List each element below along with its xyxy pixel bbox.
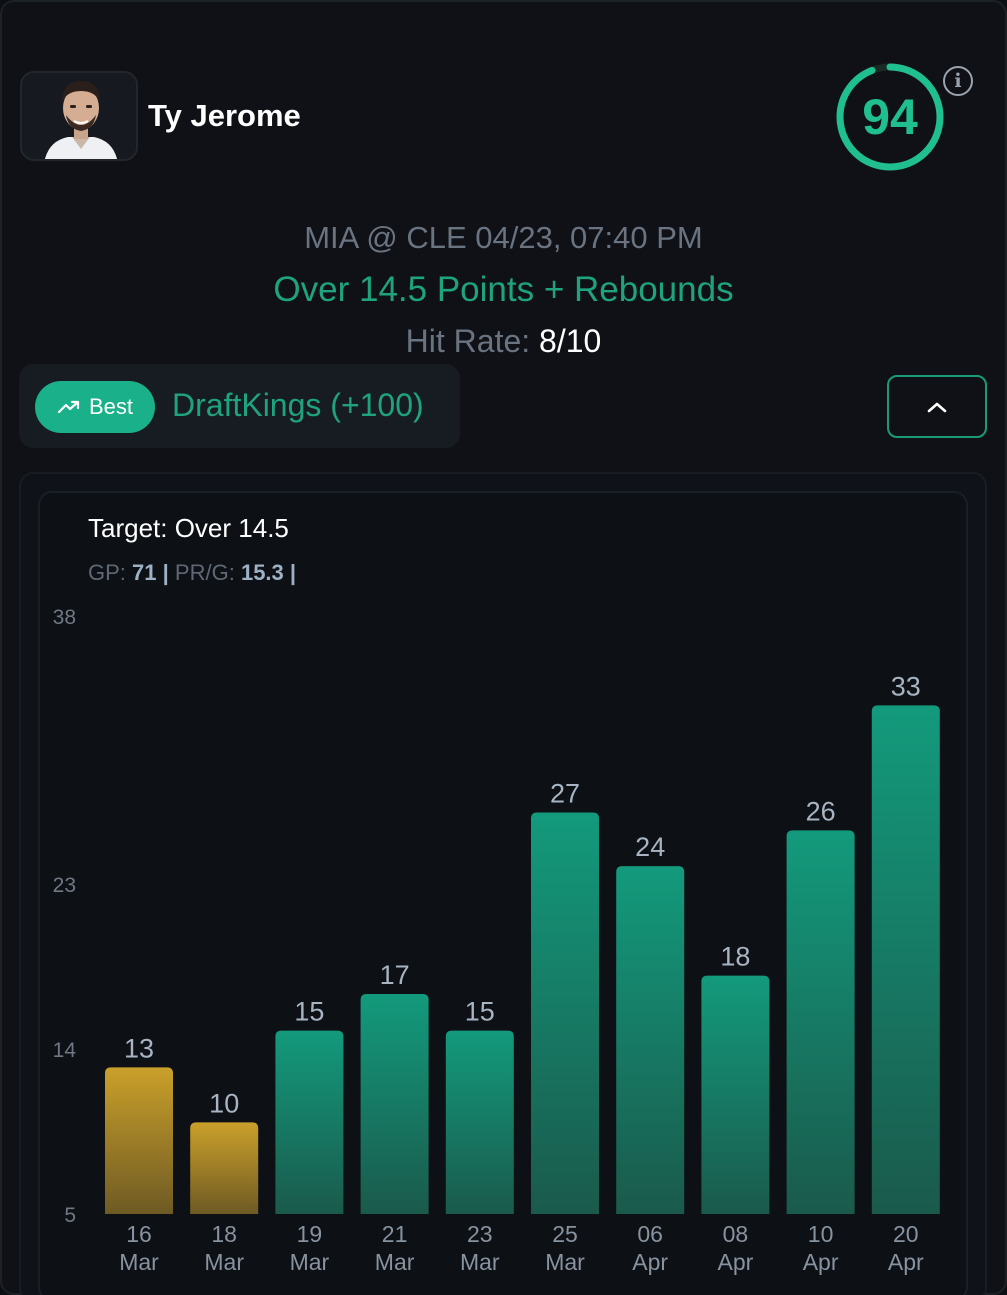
bar-value-label: 10 bbox=[209, 1088, 239, 1118]
x-tick-day: 10 bbox=[808, 1221, 834, 1247]
x-tick-month: Mar bbox=[119, 1249, 159, 1275]
y-tick-label: 38 bbox=[53, 606, 76, 629]
x-tick-day: 16 bbox=[126, 1221, 152, 1247]
x-tick-day: 06 bbox=[637, 1221, 663, 1247]
bar[interactable] bbox=[275, 1030, 344, 1214]
x-tick-day: 20 bbox=[893, 1221, 919, 1247]
y-tick-label: 14 bbox=[53, 1039, 77, 1062]
info-icon[interactable]: i bbox=[943, 66, 973, 96]
x-tick-day: 08 bbox=[723, 1221, 749, 1247]
y-tick-label: 23 bbox=[53, 874, 76, 897]
score-ring bbox=[836, 63, 944, 171]
x-tick-day: 21 bbox=[382, 1221, 408, 1247]
player-avatar bbox=[20, 71, 138, 161]
score-value: 94 bbox=[862, 89, 918, 145]
target-label: Target: Over 14.5 bbox=[88, 513, 289, 543]
x-tick-month: Mar bbox=[460, 1249, 500, 1275]
x-tick-month: Apr bbox=[803, 1249, 839, 1275]
bar-value-label: 15 bbox=[294, 997, 324, 1027]
x-tick-month: Mar bbox=[545, 1249, 585, 1275]
gp-value: 71 bbox=[132, 560, 157, 585]
hit-rate-value: 8/10 bbox=[539, 323, 602, 359]
bar-value-label: 18 bbox=[720, 942, 750, 972]
x-tick-day: 19 bbox=[297, 1221, 323, 1247]
y-tick-label: 5 bbox=[64, 1204, 76, 1227]
prop-line: Over 14.5 Points + Rebounds bbox=[273, 270, 734, 309]
prg-value: 15.3 bbox=[240, 560, 284, 585]
prg-label: PR/G: bbox=[174, 560, 235, 585]
x-tick-month: Apr bbox=[888, 1249, 924, 1275]
chevron-up-icon bbox=[927, 402, 947, 412]
bar[interactable] bbox=[531, 812, 599, 1214]
bar[interactable] bbox=[105, 1067, 173, 1214]
matchup-text: MIA @ CLE 04/23, 07:40 PM bbox=[304, 220, 703, 255]
bar[interactable] bbox=[786, 830, 855, 1214]
collapse-button[interactable] bbox=[887, 375, 987, 438]
gp-label: GP: bbox=[88, 560, 126, 585]
hit-rate: Hit Rate: 8/10 bbox=[0, 323, 1007, 360]
bar[interactable] bbox=[190, 1122, 259, 1214]
bar[interactable] bbox=[616, 866, 685, 1214]
stats-separator: | bbox=[289, 560, 297, 585]
bar[interactable] bbox=[701, 975, 770, 1214]
bar-value-label: 33 bbox=[891, 671, 921, 701]
x-tick-month: Apr bbox=[632, 1249, 668, 1275]
bar-value-label: 24 bbox=[635, 832, 665, 862]
stats-separator: | bbox=[162, 560, 169, 585]
hit-rate-label: Hit Rate: bbox=[405, 323, 531, 359]
bar[interactable] bbox=[871, 705, 940, 1214]
bar[interactable] bbox=[445, 1030, 514, 1214]
x-tick-day: 18 bbox=[211, 1221, 237, 1247]
stats-row: GP: 71 | PR/G: 15.3 | bbox=[88, 560, 296, 586]
x-tick-month: Mar bbox=[375, 1249, 415, 1275]
x-tick-month: Apr bbox=[718, 1249, 754, 1275]
sportsbook-odds[interactable]: DraftKings (+100) bbox=[172, 387, 424, 423]
trending-up-icon bbox=[57, 400, 80, 414]
x-tick-day: 23 bbox=[467, 1221, 493, 1247]
bar[interactable] bbox=[360, 994, 429, 1214]
bar-value-label: 13 bbox=[124, 1033, 154, 1063]
player-name: Ty Jerome bbox=[148, 98, 301, 133]
best-badge: Best bbox=[35, 381, 155, 433]
x-tick-month: Mar bbox=[204, 1249, 244, 1275]
bar-value-label: 15 bbox=[465, 997, 495, 1027]
x-tick-day: 25 bbox=[552, 1221, 578, 1247]
bar-value-label: 26 bbox=[806, 796, 836, 826]
bar-value-label: 27 bbox=[550, 779, 580, 809]
best-badge-label: Best bbox=[88, 394, 134, 419]
bar-value-label: 17 bbox=[380, 960, 410, 990]
x-tick-month: Mar bbox=[290, 1249, 330, 1275]
